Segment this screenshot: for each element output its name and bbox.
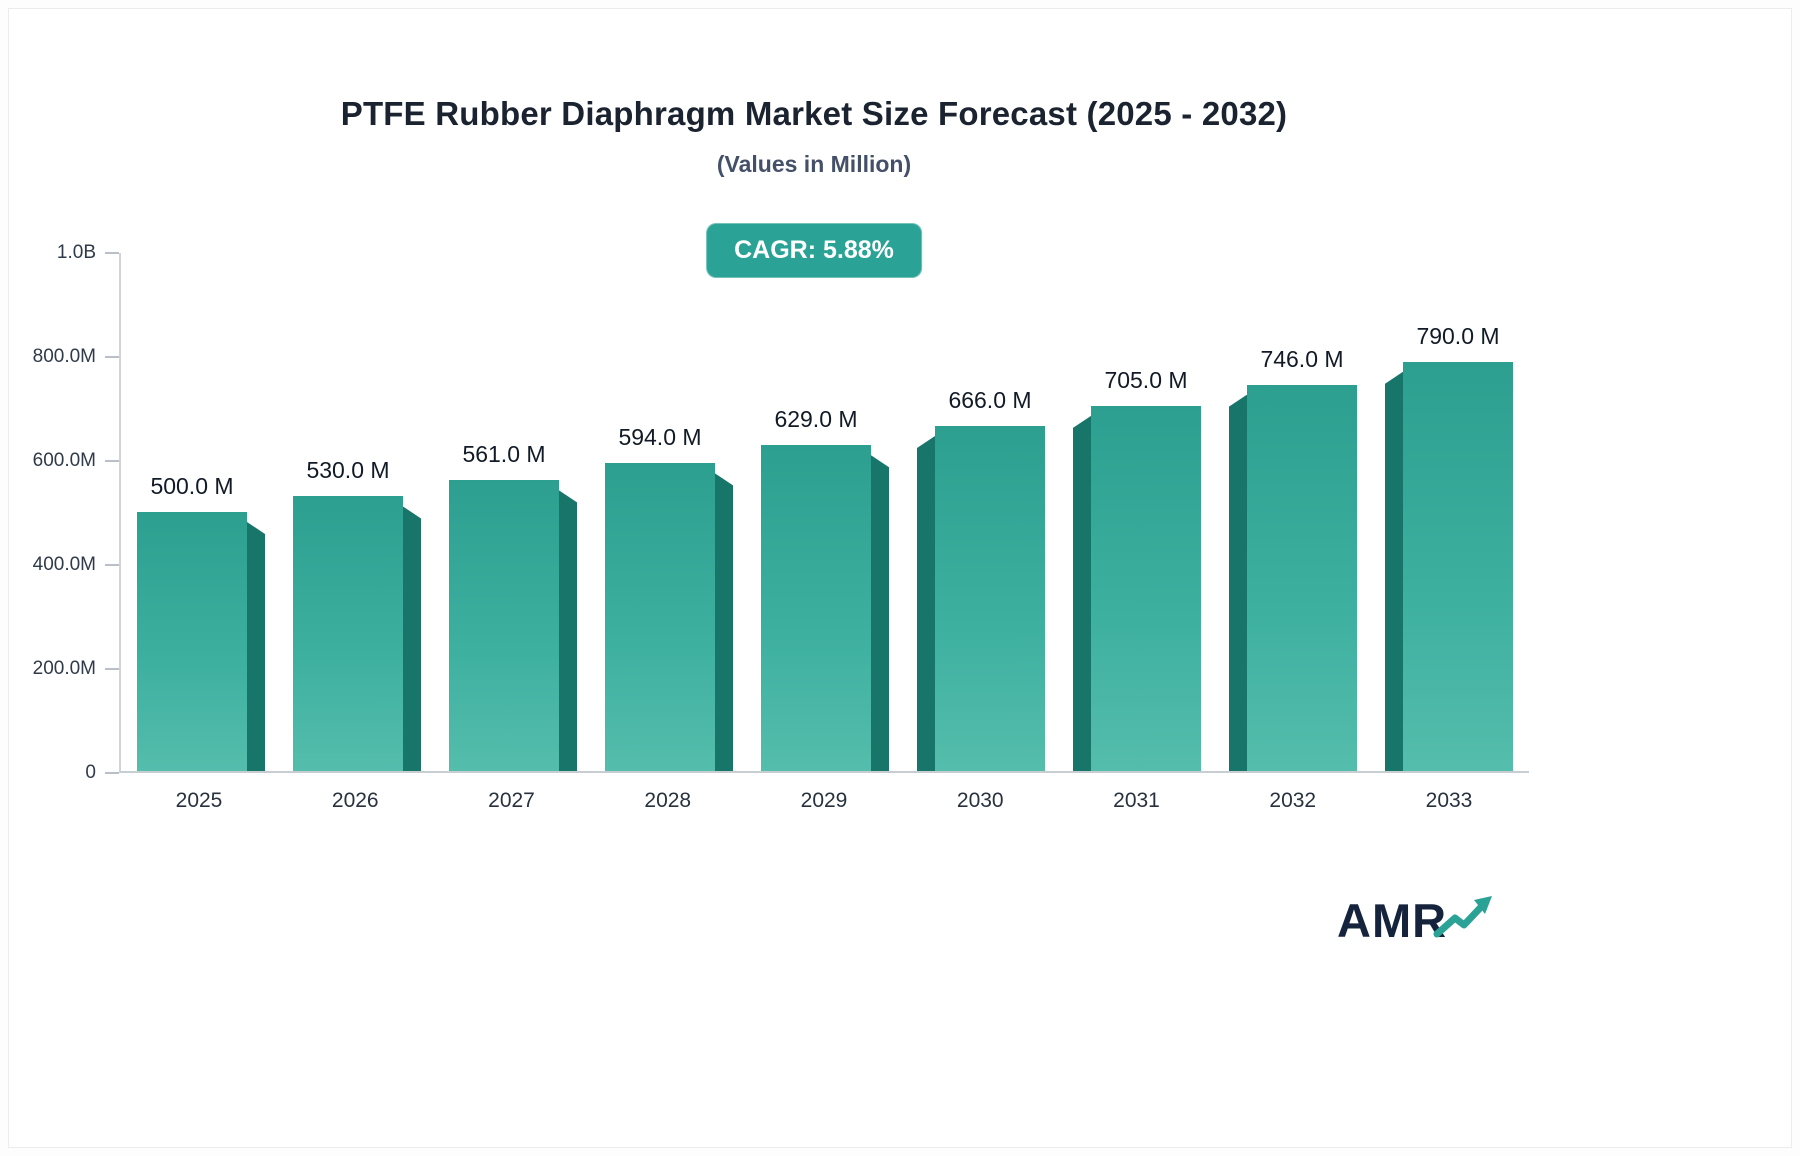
bar-value-label: 705.0 M: [1104, 366, 1188, 393]
bar-value-label: 666.0 M: [948, 387, 1032, 414]
y-tick-mark: [105, 356, 119, 358]
bar-side-face: [1229, 394, 1247, 771]
y-tick-mark: [105, 252, 119, 254]
y-tick-mark: [105, 772, 119, 774]
bar-side-face: [559, 490, 577, 771]
bar-group: 705.0 M: [1073, 253, 1201, 771]
y-axis-tick: 1.0B: [29, 242, 119, 264]
bar-side-face: [871, 455, 889, 771]
x-axis-label: 2027: [488, 789, 535, 812]
bar-value-label: 594.0 M: [618, 424, 702, 451]
y-tick-label: 1.0B: [56, 242, 96, 263]
y-axis-tick: 200.0M: [29, 658, 119, 680]
bar: [293, 496, 403, 771]
bars: 500.0 M 530.0 M 561.0 M 594.0 M 629.0 M 666.0…: [121, 253, 1529, 771]
bar-side-face: [1073, 415, 1091, 771]
y-axis-tick: 600.0M: [29, 450, 119, 472]
bar-value-label: 629.0 M: [774, 406, 858, 433]
bar: [137, 512, 247, 771]
x-axis-label: 2029: [800, 789, 848, 812]
bar-value-label: 561.0 M: [462, 441, 546, 468]
bar-value-label: 746.0 M: [1260, 345, 1344, 372]
chart-subtitle: (Values in Million): [716, 151, 912, 177]
bar-group: 500.0 M: [137, 253, 265, 771]
bar: [449, 480, 559, 771]
bar-side-face: [715, 473, 733, 771]
plot-row: 1.0B 800.0M 600.0M 400.0M 200.0M 0 500.0 M 530…: [29, 242, 1529, 783]
bar-value-label: 500.0 M: [150, 473, 234, 499]
y-axis: 1.0B 800.0M 600.0M 400.0M 200.0M 0: [29, 242, 119, 783]
x-axis-label: 2032: [1269, 789, 1317, 812]
bar-value-label: 530.0 M: [306, 457, 390, 484]
bar-group: 530.0 M: [293, 253, 421, 771]
bar: [935, 426, 1045, 771]
bar-group: 790.0 M: [1385, 253, 1513, 771]
x-axis-label: 2028: [644, 789, 692, 812]
y-axis-tick: 0: [29, 762, 119, 784]
x-axis-label: 2033: [1425, 789, 1473, 812]
chart-title: PTFE Rubber Diaphragm Market Size Foreca…: [340, 95, 1288, 132]
plot-area: 500.0 M 530.0 M 561.0 M 594.0 M 629.0 M 666.0…: [119, 253, 1529, 773]
bar: [605, 463, 715, 771]
y-axis-tick: 400.0M: [29, 554, 119, 576]
bar-group: 666.0 M: [917, 253, 1045, 771]
y-tick-label: 400.0M: [32, 554, 96, 575]
bar: [1247, 384, 1357, 771]
bar-side-face: [247, 522, 265, 771]
x-axis-label: 2031: [1113, 789, 1160, 812]
y-tick-label: 600.0M: [32, 450, 96, 471]
bar: [761, 445, 871, 771]
y-tick-mark: [105, 460, 119, 462]
chart-area: 1.0B 800.0M 600.0M 400.0M 200.0M 0 500.0 M 530…: [29, 242, 1529, 853]
x-axis-label: 2030: [956, 789, 1004, 812]
bar-group: 746.0 M: [1229, 253, 1357, 771]
bar-side-face: [917, 436, 935, 771]
chart-card: PTFE Rubber Diaphragm Market Size Foreca…: [8, 8, 1792, 1148]
x-axis-labels: 2025 2026 2027 2028 2029 2030 2031 2032 2033: [119, 789, 1529, 813]
x-axis-label: 2026: [331, 789, 379, 812]
y-tick-mark: [105, 564, 119, 566]
bar-side-face: [1385, 371, 1403, 771]
bar-group: 629.0 M: [761, 253, 889, 771]
bar-group: 561.0 M: [449, 253, 577, 771]
y-tick-label: 800.0M: [32, 346, 96, 367]
y-tick-label: 0: [85, 762, 96, 783]
bar-side-face: [403, 506, 421, 771]
bar-value-label: 790.0 M: [1416, 322, 1500, 349]
bar: [1403, 361, 1513, 771]
y-tick-label: 200.0M: [32, 658, 96, 679]
y-tick-mark: [105, 668, 119, 670]
amr-logo: AMR: [1337, 893, 1495, 948]
cagr-badge: CAGR: 5.88%: [706, 223, 922, 278]
amr-logo-text: AMR: [1337, 894, 1448, 947]
trend-arrow-icon: [1433, 895, 1493, 937]
bar-group: 594.0 M: [605, 253, 733, 771]
y-axis-tick: 800.0M: [29, 346, 119, 368]
bar: [1091, 405, 1201, 771]
x-axis-label: 2025: [175, 789, 223, 812]
